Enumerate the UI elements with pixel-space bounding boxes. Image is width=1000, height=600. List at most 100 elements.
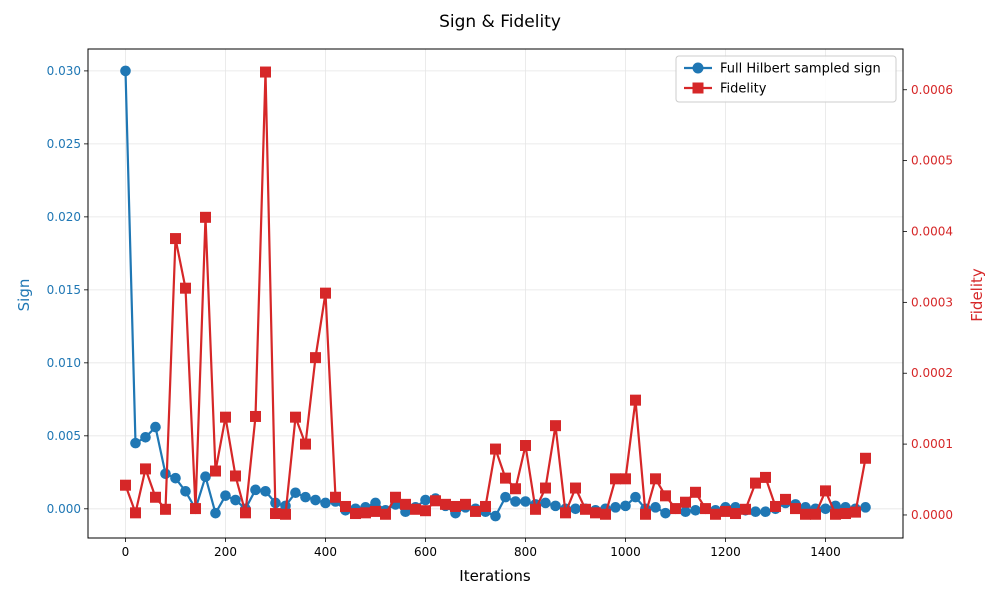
data-point-sign: [510, 496, 521, 507]
data-point-fidelity: [640, 508, 651, 520]
data-point-fidelity: [490, 443, 501, 455]
y-right-tick-label: 0.0005: [911, 154, 953, 168]
data-point-fidelity: [700, 503, 711, 515]
legend: Full Hilbert sampled sign Fidelity: [675, 55, 897, 103]
x-tick-label: 1400: [810, 545, 841, 559]
data-point-fidelity: [620, 473, 631, 485]
data-point-fidelity: [130, 507, 141, 519]
data-point-sign: [310, 494, 321, 506]
data-point-sign: [680, 506, 691, 518]
x-tick-label: 400: [314, 545, 337, 559]
data-point-sign: [140, 431, 151, 443]
data-point-sign: [220, 490, 231, 501]
data-point-fidelity: [590, 507, 601, 519]
data-point-sign: [660, 507, 671, 519]
data-point-sign: [760, 506, 771, 518]
data-point-fidelity: [150, 491, 161, 503]
data-point-fidelity: [540, 482, 551, 494]
data-point-fidelity: [230, 470, 241, 482]
data-point-fidelity: [350, 508, 361, 520]
data-point-fidelity: [240, 507, 251, 519]
data-point-fidelity: [710, 508, 721, 520]
legend-box: [675, 55, 897, 103]
data-point-fidelity: [560, 507, 571, 519]
x-axis-label: Iterations: [459, 567, 531, 585]
data-point-sign: [150, 421, 161, 433]
data-point-sign: [750, 506, 761, 518]
data-point-fidelity: [840, 508, 851, 520]
data-point-sign: [550, 500, 561, 512]
data-point-fidelity: [690, 486, 701, 498]
data-point-fidelity: [380, 508, 391, 520]
data-point-fidelity: [460, 498, 471, 510]
data-point-fidelity: [270, 508, 281, 520]
data-point-fidelity: [740, 503, 751, 515]
data-point-fidelity: [320, 287, 331, 299]
data-point-sign: [170, 472, 181, 484]
data-point-sign: [230, 494, 241, 506]
data-point-fidelity: [450, 500, 461, 512]
data-point-sign: [860, 502, 871, 513]
y-axis-left-label: Sign: [15, 279, 33, 312]
x-tick-label: 1000: [610, 545, 641, 559]
data-point-fidelity: [480, 500, 491, 512]
y-left-tick-label: 0.030: [47, 64, 81, 78]
data-point-fidelity: [760, 471, 771, 483]
data-point-sign: [200, 471, 211, 482]
data-point-fidelity: [810, 508, 821, 520]
data-point-sign: [820, 503, 831, 515]
data-point-sign: [540, 497, 551, 509]
data-point-fidelity: [210, 465, 221, 477]
data-point-fidelity: [180, 282, 191, 294]
plot-frame: [87, 48, 904, 539]
data-point-sign: [520, 496, 531, 507]
data-point-fidelity: [500, 472, 511, 484]
data-point-fidelity: [220, 411, 231, 423]
data-point-sign: [210, 507, 221, 519]
data-point-sign: [370, 497, 381, 509]
y-left-tick-label: 0.015: [47, 283, 81, 297]
data-point-fidelity: [770, 500, 781, 512]
data-point-fidelity: [660, 490, 671, 502]
y-left-tick-label: 0.005: [47, 429, 81, 443]
data-point-sign: [650, 502, 661, 513]
data-point-fidelity: [780, 493, 791, 505]
data-point-fidelity: [420, 505, 431, 517]
data-point-sign: [320, 497, 331, 509]
data-point-fidelity: [630, 394, 641, 406]
data-point-fidelity: [680, 496, 691, 508]
data-point-sign: [250, 484, 261, 496]
data-point-fidelity: [860, 452, 871, 464]
axes: 0 200 400 600 800 1000 1200 1400 0.000 0.005 0.010…: [47, 64, 953, 559]
legend-label-sign: Full Hilbert sampled sign: [720, 62, 881, 77]
data-point-sign: [620, 500, 631, 512]
data-point-fidelity: [280, 508, 291, 520]
data-point-fidelity: [330, 491, 341, 503]
data-point-fidelity: [310, 352, 321, 364]
data-point-fidelity: [670, 503, 681, 515]
data-point-fidelity: [200, 211, 211, 223]
y-axis-right-label: Fidelity: [968, 268, 986, 322]
data-point-fidelity: [800, 508, 811, 520]
data-point-fidelity: [730, 508, 741, 520]
x-tick-label: 1200: [710, 545, 741, 559]
data-point-fidelity: [530, 503, 541, 515]
data-point-sign: [420, 494, 431, 506]
data-point-sign: [130, 437, 141, 449]
data-point-fidelity: [580, 503, 591, 515]
x-tick-label: 0: [122, 545, 130, 559]
data-point-fidelity: [610, 473, 621, 485]
grid: [88, 49, 903, 538]
y-left-tick-label: 0.000: [47, 502, 81, 516]
y-right-tick-label: 0.0000: [911, 508, 953, 522]
y-left-tick-label: 0.020: [47, 210, 81, 224]
data-point-fidelity: [170, 233, 181, 245]
data-point-fidelity: [250, 410, 261, 422]
data-point-fidelity: [410, 503, 421, 515]
y-right-tick-label: 0.0006: [911, 83, 953, 97]
y-right-tick-label: 0.0002: [911, 366, 953, 380]
x-tick-label: 200: [214, 545, 237, 559]
y-right-tick-label: 0.0001: [911, 437, 953, 451]
series-fidelity: [120, 66, 871, 520]
